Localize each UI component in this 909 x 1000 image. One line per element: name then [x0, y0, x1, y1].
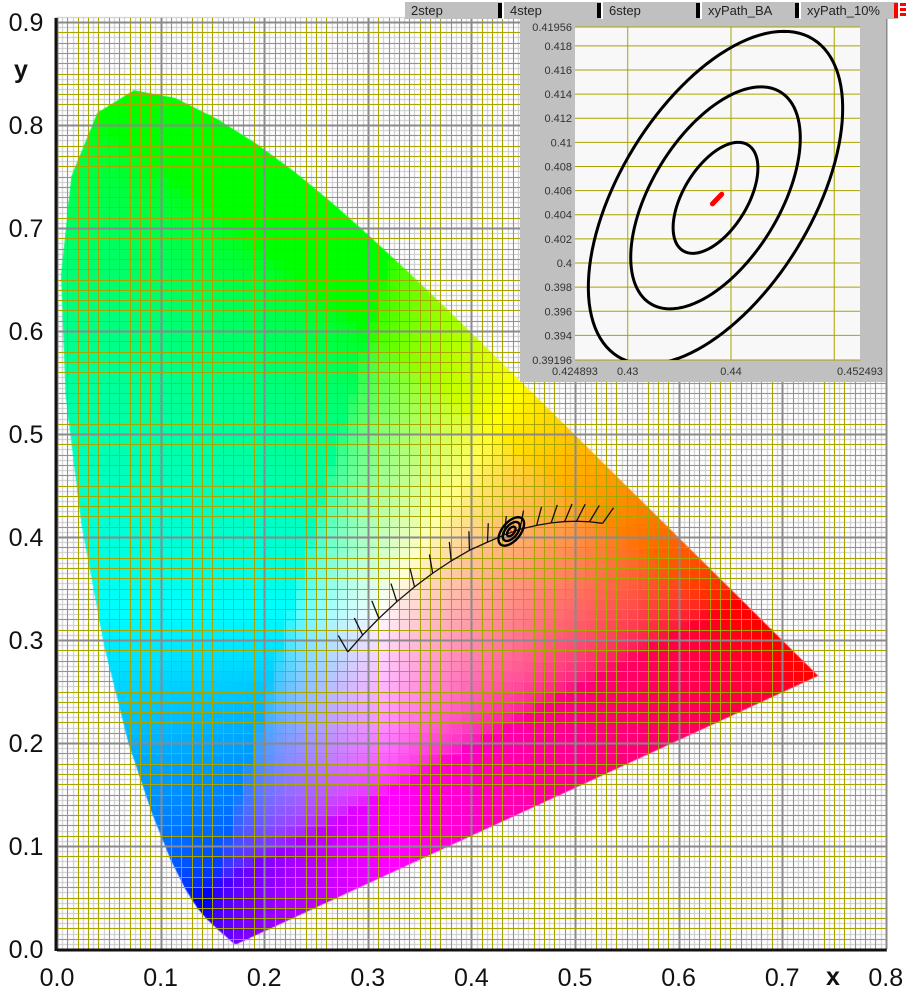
inset-y-tick-label: 0.412	[544, 113, 572, 125]
series	[337, 503, 615, 653]
isotherm-tick	[536, 506, 543, 526]
isotherm-tick	[448, 541, 452, 561]
inset-y-tick-label: 0.41	[551, 137, 572, 149]
isotherm-tick	[371, 600, 380, 619]
inset-y-tick-label: 0.402	[544, 234, 572, 246]
inset-x-tick-label: 0.424893	[552, 366, 598, 378]
x-tick-label: 0.8	[868, 964, 903, 992]
legend-swatch-truncated	[900, 3, 906, 18]
inset-y-tick-label: 0.41956	[532, 22, 572, 34]
ellipse-6step	[497, 516, 526, 547]
x-tick-label: 0.0	[40, 964, 75, 992]
legend-label: 2step	[411, 3, 443, 18]
inset-ellipse-4step	[629, 85, 802, 311]
inset-ellipse-2step	[671, 140, 760, 255]
legend-swatch	[894, 3, 898, 18]
ellipse-4step	[501, 520, 521, 543]
y-tick-label: 0.9	[9, 9, 44, 37]
inset-x-tick-label: 0.44	[720, 366, 741, 378]
x-tick-label: 0.7	[765, 964, 800, 992]
x-tick-label: 0.5	[558, 964, 593, 992]
y-tick-label: 0.4	[9, 524, 44, 552]
isotherm-tick	[486, 523, 489, 543]
isotherm-tick	[409, 568, 416, 588]
isotherm-tick	[337, 635, 349, 653]
isotherm-tick	[468, 531, 471, 551]
legend-item-xypath-ba[interactable]: xyPath_BA	[702, 2, 801, 19]
y-tick-label: 0.2	[9, 730, 44, 758]
legend-label: xyPath_10%	[807, 3, 880, 18]
legend-label: xyPath_BA	[708, 3, 773, 18]
isotherm-tick	[575, 503, 586, 522]
legend-swatch	[795, 3, 799, 18]
legend-swatch	[696, 3, 700, 18]
x-tick-label: 0.6	[661, 964, 696, 992]
inset-y-tick-label: 0.404	[544, 210, 572, 222]
inset-x-tick-label: 0.452493	[837, 366, 883, 378]
inset-xypath-10-line	[709, 191, 725, 207]
y-tick-label: 0.5	[9, 421, 44, 449]
y-tick-label: 0.1	[9, 833, 44, 861]
legend-item-6step[interactable]: 6step	[603, 2, 702, 19]
inset-y-tick-label: 0.406	[544, 186, 572, 198]
inset-y-tick-label: 0.396	[544, 306, 572, 318]
inset-y-tick-label: 0.418	[544, 41, 572, 53]
x-tick-label: 0.4	[454, 964, 489, 992]
inset-y-tick-label: 0.4	[557, 258, 572, 270]
x-tick-label: 0.3	[350, 964, 385, 992]
xypath-10-line	[509, 530, 513, 534]
inset-x-tick-label: 0.43	[617, 366, 638, 378]
legend-label: 4step	[510, 3, 542, 18]
legend-swatch	[597, 3, 601, 18]
legend: 2step 4step 6step xyPath_BA xyPath_10%	[405, 2, 909, 19]
isotherm-tick	[602, 507, 615, 524]
axes: 0.0 0.1 0.2 0.3 0.4 0.5 0.6 0.7 0.8 0.0 0.1 0.2 0.3 0…	[9, 9, 904, 992]
isotherm-tick	[588, 505, 600, 523]
legend-item-4step[interactable]: 4step	[504, 2, 603, 19]
y-tick-label: 0.7	[9, 215, 44, 243]
inset-ellipse-6step	[586, 29, 845, 360]
ellipse-2step	[505, 525, 517, 538]
grid	[56, 17, 888, 951]
x-tick-label: 0.2	[247, 964, 282, 992]
inset-y-tick-label: 0.408	[544, 161, 572, 173]
isotherm-tick	[564, 503, 573, 522]
inset-zoom-plot: 0.419560.4180.4160.4140.4120.410.4080.40…	[520, 18, 886, 382]
y-tick-label: 0.3	[9, 627, 44, 655]
y-tick-label: 0.0	[9, 936, 44, 964]
isotherm-tick	[550, 504, 558, 524]
inset-plot-area	[575, 27, 860, 360]
x-tick-label: 0.1	[143, 964, 178, 992]
inset-y-tick-label: 0.39196	[532, 355, 572, 367]
inset-series	[586, 29, 845, 360]
inset-y-tick-label: 0.416	[544, 65, 572, 77]
legend-item-xypath-10-[interactable]: xyPath_10%	[801, 2, 900, 19]
isotherm-tick	[390, 583, 398, 602]
inset-y-tick-label: 0.394	[544, 330, 572, 342]
legend-item-2step[interactable]: 2step	[405, 2, 504, 19]
inset-y-tick-label: 0.414	[544, 89, 572, 101]
y-tick-label: 0.6	[9, 318, 44, 346]
x-axis-label: x	[826, 963, 840, 991]
legend-label: 6step	[609, 3, 641, 18]
y-tick-label: 0.8	[9, 112, 44, 140]
isotherm-tick	[353, 617, 364, 636]
isotherm-tick	[428, 554, 434, 574]
y-axis-label: y	[14, 56, 28, 84]
inset-y-tick-label: 0.398	[544, 282, 572, 294]
legend-swatch	[498, 3, 502, 18]
planckian-locus-line	[347, 520, 603, 653]
